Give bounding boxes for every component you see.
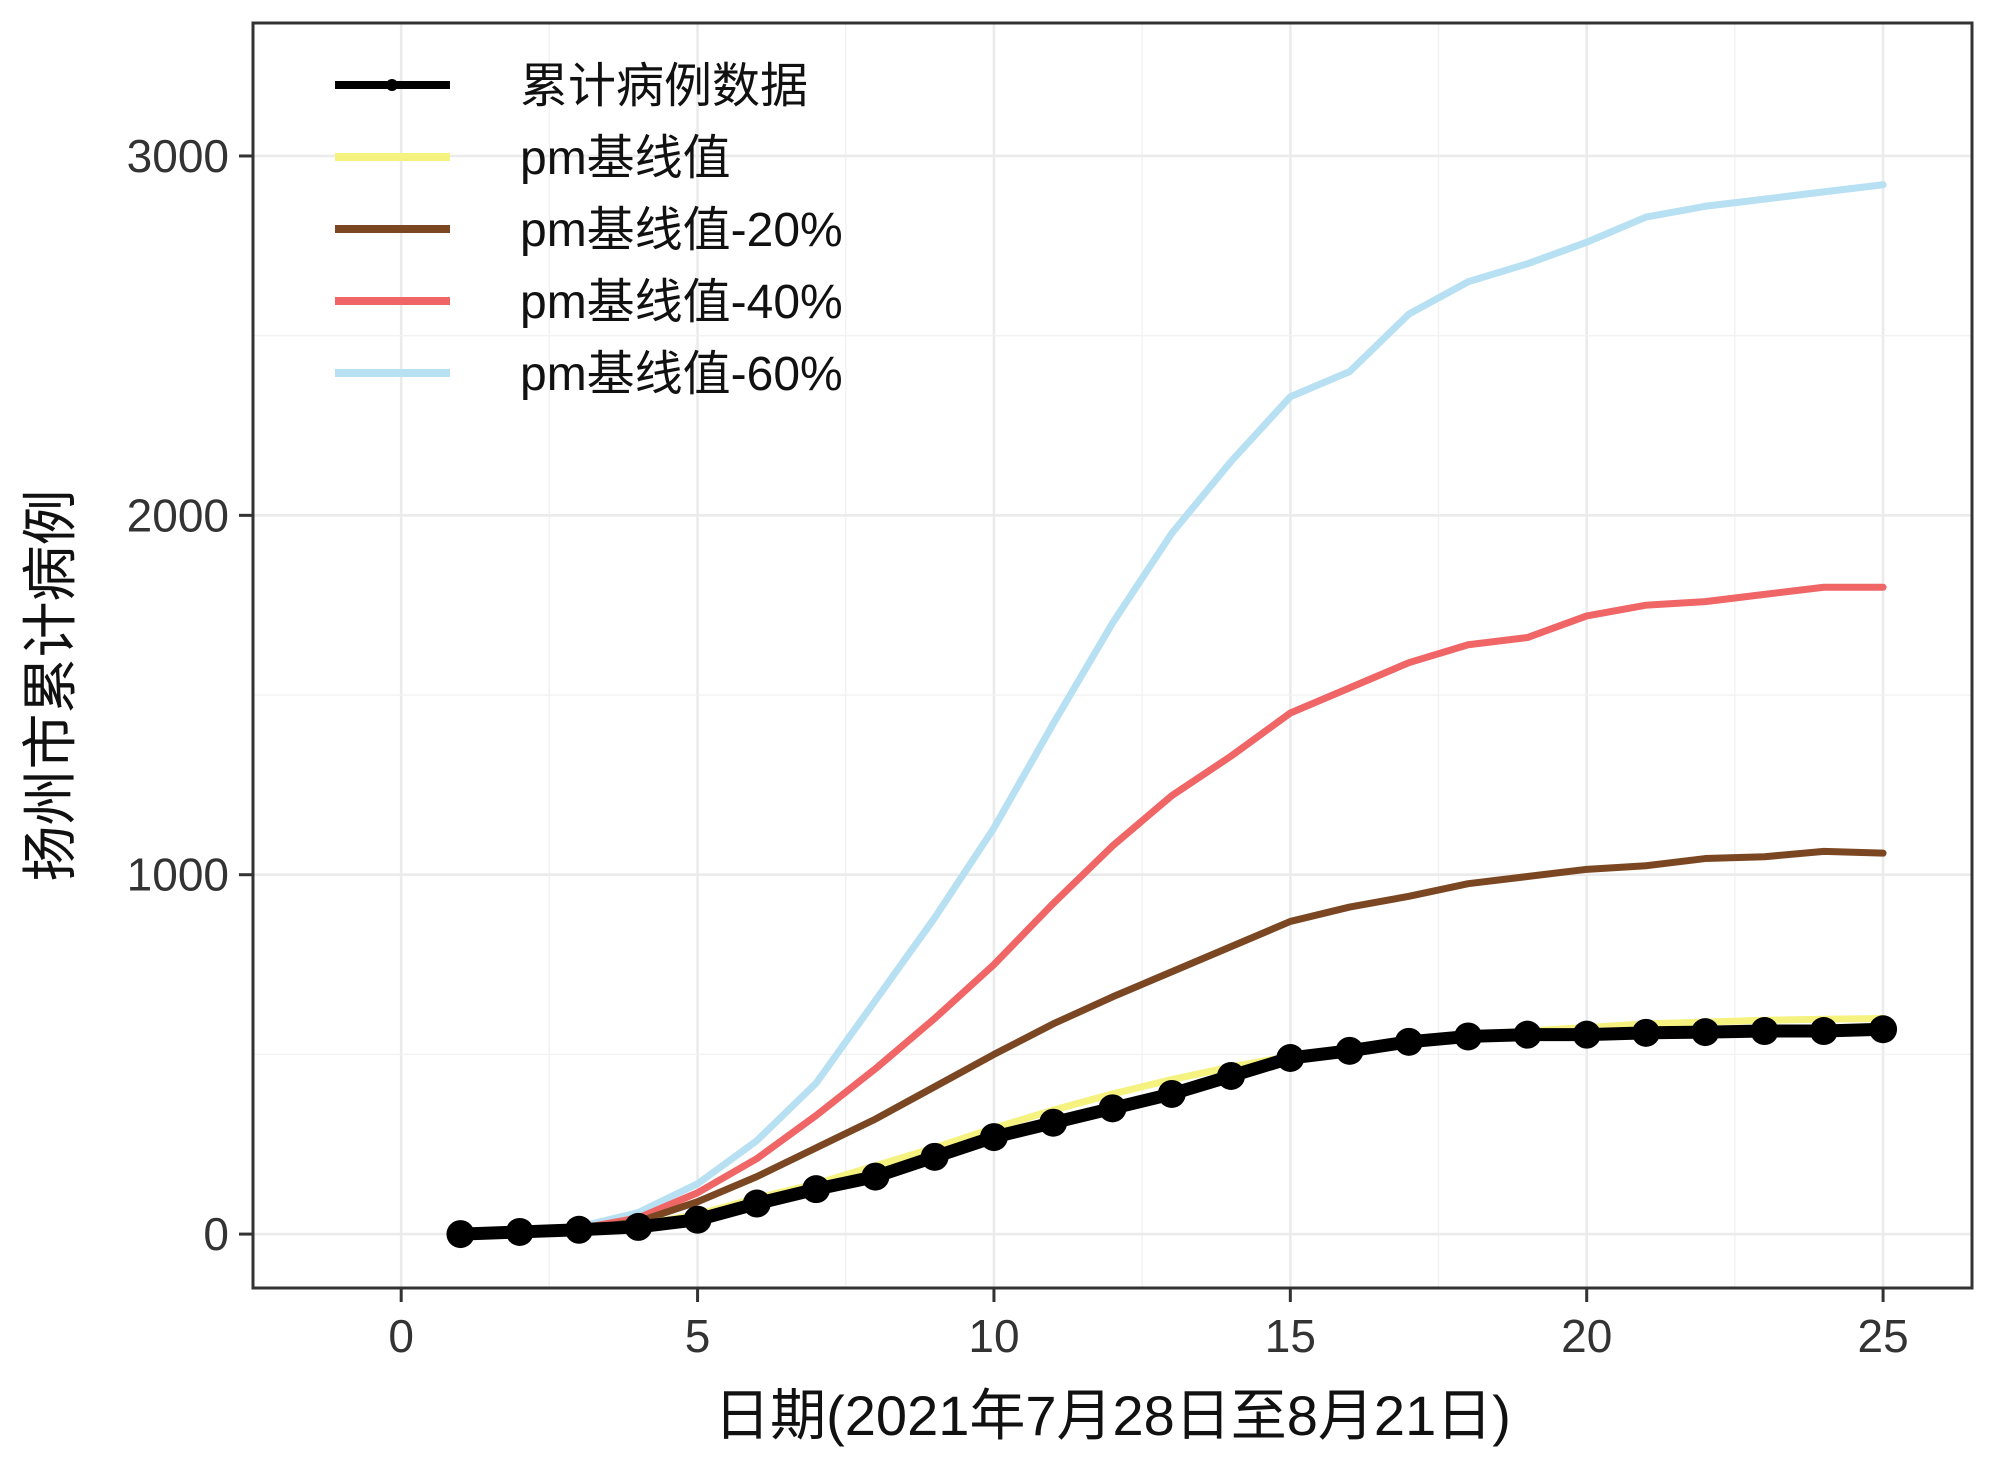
data-point bbox=[802, 1175, 831, 1204]
data-point bbox=[1039, 1108, 1068, 1137]
plot-area bbox=[253, 23, 1972, 1288]
data-point bbox=[861, 1162, 890, 1191]
series-line bbox=[456, 181, 1887, 1238]
data-point bbox=[1454, 1022, 1483, 1051]
series-line bbox=[456, 583, 1887, 1238]
data-point bbox=[742, 1189, 771, 1218]
series-4 bbox=[456, 181, 1887, 1238]
panel-border bbox=[251, 21, 1974, 1290]
data-point bbox=[1157, 1079, 1186, 1108]
data-point bbox=[1098, 1094, 1127, 1123]
x-axis: 0 5 10 15 20 25 bbox=[388, 1288, 1909, 1362]
data-point bbox=[979, 1123, 1008, 1152]
legend-entry: pm基线值 bbox=[335, 132, 731, 185]
series-0 bbox=[446, 1015, 1898, 1249]
legend-key-marker bbox=[386, 79, 398, 91]
y-axis: 0 1000 2000 3000 bbox=[127, 130, 253, 1260]
y-tick-label: 1000 bbox=[127, 849, 229, 901]
x-tick-label: 25 bbox=[1858, 1310, 1909, 1362]
legend-label: pm基线值-40% bbox=[520, 276, 843, 329]
data-point bbox=[505, 1217, 534, 1246]
data-point bbox=[1809, 1017, 1838, 1046]
x-tick-label: 0 bbox=[388, 1310, 414, 1362]
data-point bbox=[1631, 1018, 1660, 1047]
data-point bbox=[1572, 1020, 1601, 1049]
data-point bbox=[446, 1220, 475, 1249]
y-tick-label: 3000 bbox=[127, 130, 229, 182]
x-tick-label: 20 bbox=[1561, 1310, 1612, 1362]
y-tick-label: 2000 bbox=[127, 489, 229, 541]
data-point bbox=[920, 1142, 949, 1171]
x-tick-label: 10 bbox=[968, 1310, 1019, 1362]
plot-panel bbox=[253, 23, 1972, 1288]
legend: 累计病例数据 pm基线值 pm基线值-20% pm基线值-40% pm基线值-60% bbox=[335, 60, 843, 401]
series-line bbox=[456, 847, 1887, 1238]
legend-entry: pm基线值-20% bbox=[335, 204, 843, 257]
data-point bbox=[1869, 1015, 1898, 1044]
legend-entry: pm基线值-60% bbox=[335, 348, 843, 401]
data-point bbox=[1335, 1036, 1364, 1065]
legend-label: pm基线值-60% bbox=[520, 348, 843, 401]
data-point bbox=[1276, 1044, 1305, 1072]
x-tick-label: 5 bbox=[685, 1310, 711, 1362]
data-point bbox=[1513, 1020, 1542, 1049]
data-point bbox=[1217, 1061, 1246, 1090]
series-2 bbox=[456, 847, 1887, 1238]
legend-label: 累计病例数据 bbox=[520, 60, 808, 113]
series-3 bbox=[456, 583, 1887, 1238]
data-point bbox=[624, 1212, 653, 1241]
data-point bbox=[683, 1205, 712, 1234]
legend-entry: 累计病例数据 bbox=[335, 60, 808, 113]
x-axis-title: 日期(2021年7月28日至8月21日) bbox=[714, 1384, 1511, 1447]
x-tick-label: 15 bbox=[1265, 1310, 1316, 1362]
data-point bbox=[1750, 1017, 1779, 1046]
data-point bbox=[1394, 1027, 1423, 1056]
legend-label: pm基线值 bbox=[520, 132, 731, 185]
data-point bbox=[565, 1215, 594, 1244]
legend-entry: pm基线值-40% bbox=[335, 276, 843, 329]
y-tick-label: 0 bbox=[203, 1208, 229, 1260]
legend-label: pm基线值-20% bbox=[520, 204, 843, 257]
y-axis-title: 扬州市累计病例 bbox=[19, 490, 82, 882]
data-point bbox=[1691, 1018, 1720, 1047]
series-layer bbox=[446, 181, 1898, 1249]
